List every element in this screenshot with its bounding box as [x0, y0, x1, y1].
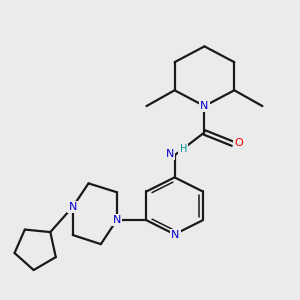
Text: N: N [68, 202, 77, 212]
Text: H: H [180, 144, 187, 154]
Text: N: N [112, 215, 121, 225]
Text: N: N [171, 230, 179, 240]
Text: O: O [235, 138, 243, 148]
Text: N: N [166, 149, 174, 159]
Text: N: N [200, 101, 208, 111]
